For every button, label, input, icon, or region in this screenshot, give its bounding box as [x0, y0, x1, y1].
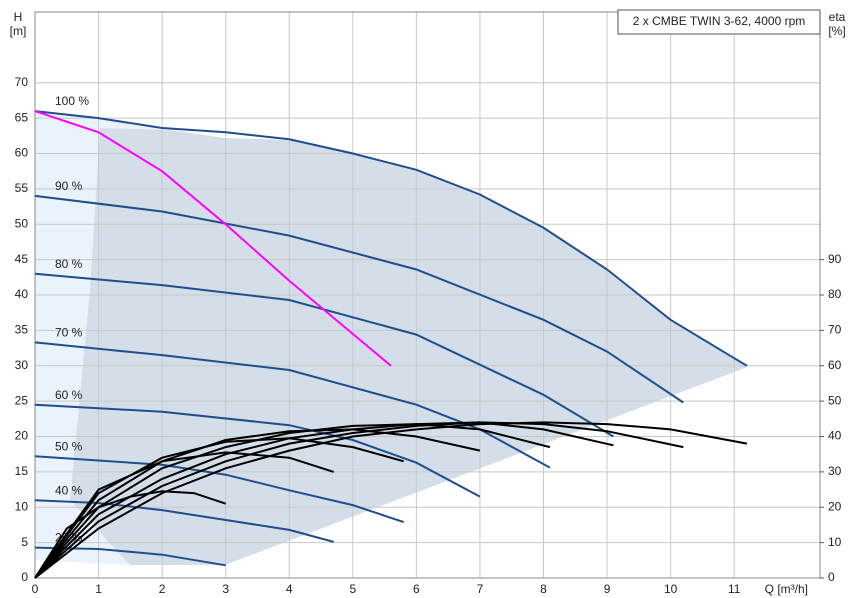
y2-tick-label: 40 [828, 429, 842, 443]
y-tick-label: 60 [15, 146, 29, 160]
speed-label: 80 % [55, 257, 83, 271]
curve [34, 403, 481, 498]
x-tick-label: 9 [604, 582, 611, 596]
curve [34, 490, 227, 579]
y-tick-label: 10 [15, 499, 29, 513]
operating-range [70, 128, 750, 565]
x-tick-label: 6 [413, 582, 420, 596]
y2-tick-label: 30 [828, 464, 842, 478]
y-tick-label: 5 [21, 535, 28, 549]
y-tick-label: 30 [15, 358, 29, 372]
curve [34, 455, 405, 524]
curve [34, 499, 334, 543]
x-tick-label: 4 [286, 582, 293, 596]
y-tick-label: 55 [15, 181, 29, 195]
x-tick-label: 10 [664, 582, 678, 596]
y2-tick-label: 10 [828, 535, 842, 549]
curve [34, 437, 404, 579]
y2-tick-label: 60 [828, 358, 842, 372]
y-tick-label: 15 [15, 464, 29, 478]
curve [34, 341, 551, 469]
y2-tick-label: 20 [828, 499, 842, 513]
y2-tick-label: 0 [828, 570, 835, 584]
speed-label: 50 % [55, 439, 83, 453]
y2-tick-label: 50 [828, 393, 842, 407]
y-tick-label: 45 [15, 252, 29, 266]
y-unit: [m] [10, 24, 27, 38]
y2-unit: [%] [828, 24, 845, 38]
y-tick-label: 0 [21, 570, 28, 584]
title-box [617, 9, 821, 35]
curve [34, 428, 481, 579]
x-tick-label: 2 [159, 582, 166, 596]
y2-tick-label: 90 [828, 252, 842, 266]
curve [34, 194, 684, 404]
curve [34, 546, 226, 567]
y-tick-label: 65 [15, 110, 29, 124]
curve [34, 110, 392, 367]
speed-label: 40 % [55, 483, 83, 497]
x-tick-label: 8 [540, 582, 547, 596]
speed-label: 90 % [55, 179, 83, 193]
x-tick-label: 0 [32, 582, 39, 596]
speed-label: 70 % [55, 326, 83, 340]
x-label: Q [m³/h] [765, 582, 808, 596]
curve [34, 423, 551, 579]
x-tick-label: 5 [349, 582, 356, 596]
curve [34, 110, 748, 367]
y-tick-label: 70 [15, 75, 29, 89]
speed-label: 60 % [55, 388, 83, 402]
y-tick-label: 35 [15, 323, 29, 337]
y2-tick-label: 80 [828, 287, 842, 301]
curve [34, 272, 614, 438]
y-tick-label: 50 [15, 216, 29, 230]
y2-tick-label: 70 [828, 323, 842, 337]
y-tick-label: 20 [15, 429, 29, 443]
y-tick-label: 25 [15, 393, 29, 407]
x-tick-label: 11 [728, 582, 741, 596]
x-tick-label: 7 [477, 582, 484, 596]
curve [34, 421, 684, 579]
speed-label: 100 % [55, 94, 89, 108]
y-label: H [14, 10, 23, 24]
x-tick-label: 3 [222, 582, 229, 596]
curve [34, 451, 335, 579]
x-tick-label: 1 [95, 582, 102, 596]
chart-title: 2 x CMBE TWIN 3-62, 4000 rpm [633, 14, 806, 28]
y2-label: eta [829, 10, 846, 24]
y-tick-label: 40 [15, 287, 29, 301]
